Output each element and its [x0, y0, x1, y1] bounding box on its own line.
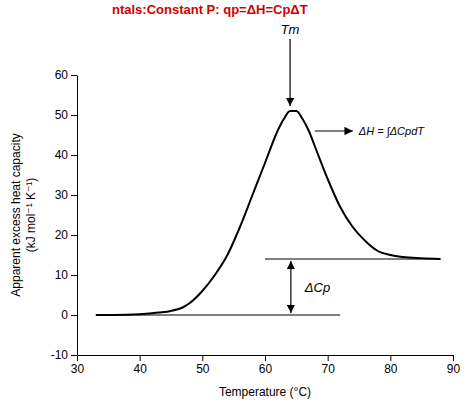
dcp-arrow [290, 261, 291, 313]
dh-label: ΔH = ∫ΔCpdT [358, 125, 425, 138]
title: ntals:Constant P: qp=ΔH=CpΔT [112, 2, 308, 17]
y-tick: 0 [61, 308, 77, 322]
dcp-label: ΔCp [304, 280, 330, 295]
tm-label: Tm [281, 22, 300, 37]
x-tick-label: 40 [133, 362, 147, 376]
x-tick: 70 [321, 355, 335, 376]
y-tick-label: 0 [61, 308, 68, 322]
x-tick: 30 [71, 355, 85, 376]
y-tick-label: 20 [55, 228, 69, 242]
y-axis-title: Apparent excess heat capacity [9, 133, 23, 296]
x-axis: 30 40 50 60 70 80 90 [71, 355, 461, 376]
x-tick-mark [328, 355, 329, 361]
dh-arrow [315, 130, 353, 131]
y-tick: 60 [55, 68, 77, 82]
y-tick-label: -10 [51, 348, 69, 362]
x-tick-label: 60 [259, 362, 273, 376]
x-tick: 40 [133, 355, 147, 376]
y-tick-mark [71, 75, 77, 76]
x-tick-mark [265, 355, 266, 361]
y-tick: -10 [51, 348, 77, 362]
x-tick-mark [140, 355, 141, 361]
y-tick-mark [71, 355, 77, 356]
x-tick: 90 [447, 355, 461, 376]
y-tick: 40 [55, 148, 77, 162]
x-tick-label: 90 [447, 362, 461, 376]
x-axis-title: Temperature (°C) [219, 385, 311, 399]
plot-area [96, 111, 441, 315]
y-tick: 30 [55, 188, 77, 202]
x-tick-mark [202, 355, 203, 361]
x-tick-label: 70 [321, 362, 335, 376]
y-tick-label: 30 [55, 188, 69, 202]
x-tick: 80 [384, 355, 398, 376]
x-tick: 50 [196, 355, 210, 376]
x-tick-label: 50 [196, 362, 210, 376]
annotations: Tm ΔH = ∫ΔCpdT ΔCp [281, 22, 426, 313]
y-tick-label: 40 [55, 148, 69, 162]
y-axis: -10 0 10 20 30 40 50 60 [51, 68, 78, 362]
y-tick-label: 50 [55, 108, 69, 122]
x-tick-mark [453, 355, 454, 361]
x-tick-label: 30 [71, 362, 85, 376]
x-tick-mark [390, 355, 391, 361]
y-tick-label: 60 [55, 68, 69, 82]
chart: ntals:Constant P: qp=ΔH=CpΔT 30 40 50 60 70 80… [0, 0, 475, 405]
x-tick-mark [77, 355, 78, 361]
y-tick-mark [71, 315, 77, 316]
heat-capacity-curve [96, 111, 441, 315]
x-tick-label: 80 [384, 362, 398, 376]
x-tick: 60 [259, 355, 273, 376]
y-tick: 20 [55, 228, 77, 242]
y-axis-line [77, 76, 78, 356]
tm-arrow [289, 39, 290, 106]
y-tick-mark [71, 235, 77, 236]
y-tick-mark [71, 155, 77, 156]
y-axis-title: (kJ mol⁻¹ K⁻¹) [24, 178, 38, 253]
y-tick-label: 10 [55, 268, 69, 282]
y-tick-mark [71, 195, 77, 196]
y-tick-mark [71, 275, 77, 276]
y-tick: 10 [55, 268, 77, 282]
y-tick: 50 [55, 108, 77, 122]
y-tick-mark [71, 115, 77, 116]
